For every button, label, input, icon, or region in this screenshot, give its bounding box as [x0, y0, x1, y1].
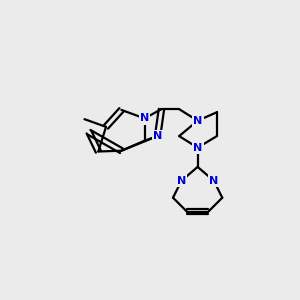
Text: N: N	[209, 176, 218, 186]
Text: N: N	[140, 113, 149, 123]
Text: N: N	[177, 176, 186, 186]
Text: N: N	[193, 116, 202, 126]
Text: N: N	[153, 131, 162, 141]
Text: N: N	[193, 143, 202, 153]
